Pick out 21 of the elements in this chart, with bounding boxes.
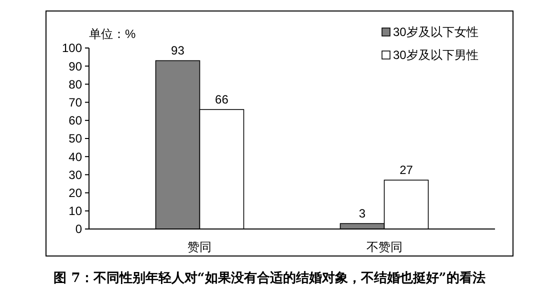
y-tick-label: 10 (68, 204, 82, 218)
y-tick-label: 30 (68, 168, 82, 182)
y-axis-title: 单位：% (89, 27, 136, 41)
y-tick-label: 50 (68, 132, 82, 146)
legend-label: 30岁及以下女性 (393, 25, 478, 40)
x-tick-label: 不赞同 (366, 240, 402, 254)
y-tick-label: 20 (68, 186, 82, 200)
legend-label: 30岁及以下男性 (393, 48, 478, 62)
data-label: 3 (358, 206, 366, 221)
data-label: 93 (171, 44, 185, 58)
y-tick-label: 100 (62, 41, 82, 56)
x-tick-label: 赞同 (188, 240, 212, 254)
y-tick-label: 0 (75, 222, 82, 236)
data-label: 27 (400, 163, 414, 178)
y-tick-label: 60 (68, 114, 82, 128)
y-tick-label: 70 (68, 96, 82, 110)
y-tick-label: 80 (68, 77, 82, 92)
text: 图 7：不同性别年轻人对“如果没有合适的结婚对象，不结婚也挺好”的看法 (54, 270, 486, 286)
y-tick-label: 40 (68, 150, 82, 164)
y-tick-label: 90 (68, 59, 82, 74)
data-label: 66 (215, 92, 229, 107)
